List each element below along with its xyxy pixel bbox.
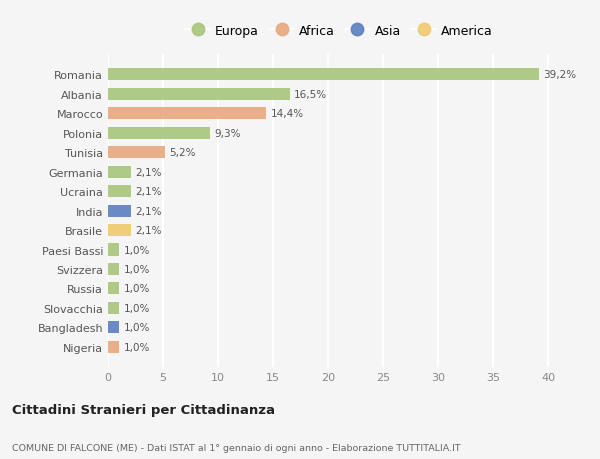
Text: 1,0%: 1,0% xyxy=(124,284,150,294)
Bar xyxy=(108,224,131,236)
Bar xyxy=(108,341,119,353)
Bar xyxy=(108,263,119,275)
Text: 1,0%: 1,0% xyxy=(124,245,150,255)
Bar xyxy=(108,205,131,217)
Text: 1,0%: 1,0% xyxy=(124,342,150,352)
Text: 1,0%: 1,0% xyxy=(124,264,150,274)
Text: 9,3%: 9,3% xyxy=(215,129,241,139)
Bar xyxy=(108,186,131,198)
Text: 1,0%: 1,0% xyxy=(124,323,150,333)
Bar xyxy=(108,128,211,140)
Bar xyxy=(108,244,119,256)
Text: 39,2%: 39,2% xyxy=(544,70,577,80)
Text: 16,5%: 16,5% xyxy=(294,90,327,100)
Text: 2,1%: 2,1% xyxy=(136,206,162,216)
Text: 14,4%: 14,4% xyxy=(271,109,304,119)
Bar xyxy=(108,147,165,159)
Legend: Europa, Africa, Asia, America: Europa, Africa, Asia, America xyxy=(181,21,497,41)
Bar xyxy=(108,322,119,334)
Bar xyxy=(108,302,119,314)
Bar xyxy=(108,166,131,179)
Bar xyxy=(108,283,119,295)
Bar xyxy=(108,69,539,81)
Text: COMUNE DI FALCONE (ME) - Dati ISTAT al 1° gennaio di ogni anno - Elaborazione TU: COMUNE DI FALCONE (ME) - Dati ISTAT al 1… xyxy=(12,443,461,452)
Text: 5,2%: 5,2% xyxy=(170,148,196,158)
Text: Cittadini Stranieri per Cittadinanza: Cittadini Stranieri per Cittadinanza xyxy=(12,403,275,416)
Text: 1,0%: 1,0% xyxy=(124,303,150,313)
Bar xyxy=(108,108,266,120)
Text: 2,1%: 2,1% xyxy=(136,187,162,197)
Bar xyxy=(108,89,290,101)
Text: 2,1%: 2,1% xyxy=(136,168,162,177)
Text: 2,1%: 2,1% xyxy=(136,225,162,235)
